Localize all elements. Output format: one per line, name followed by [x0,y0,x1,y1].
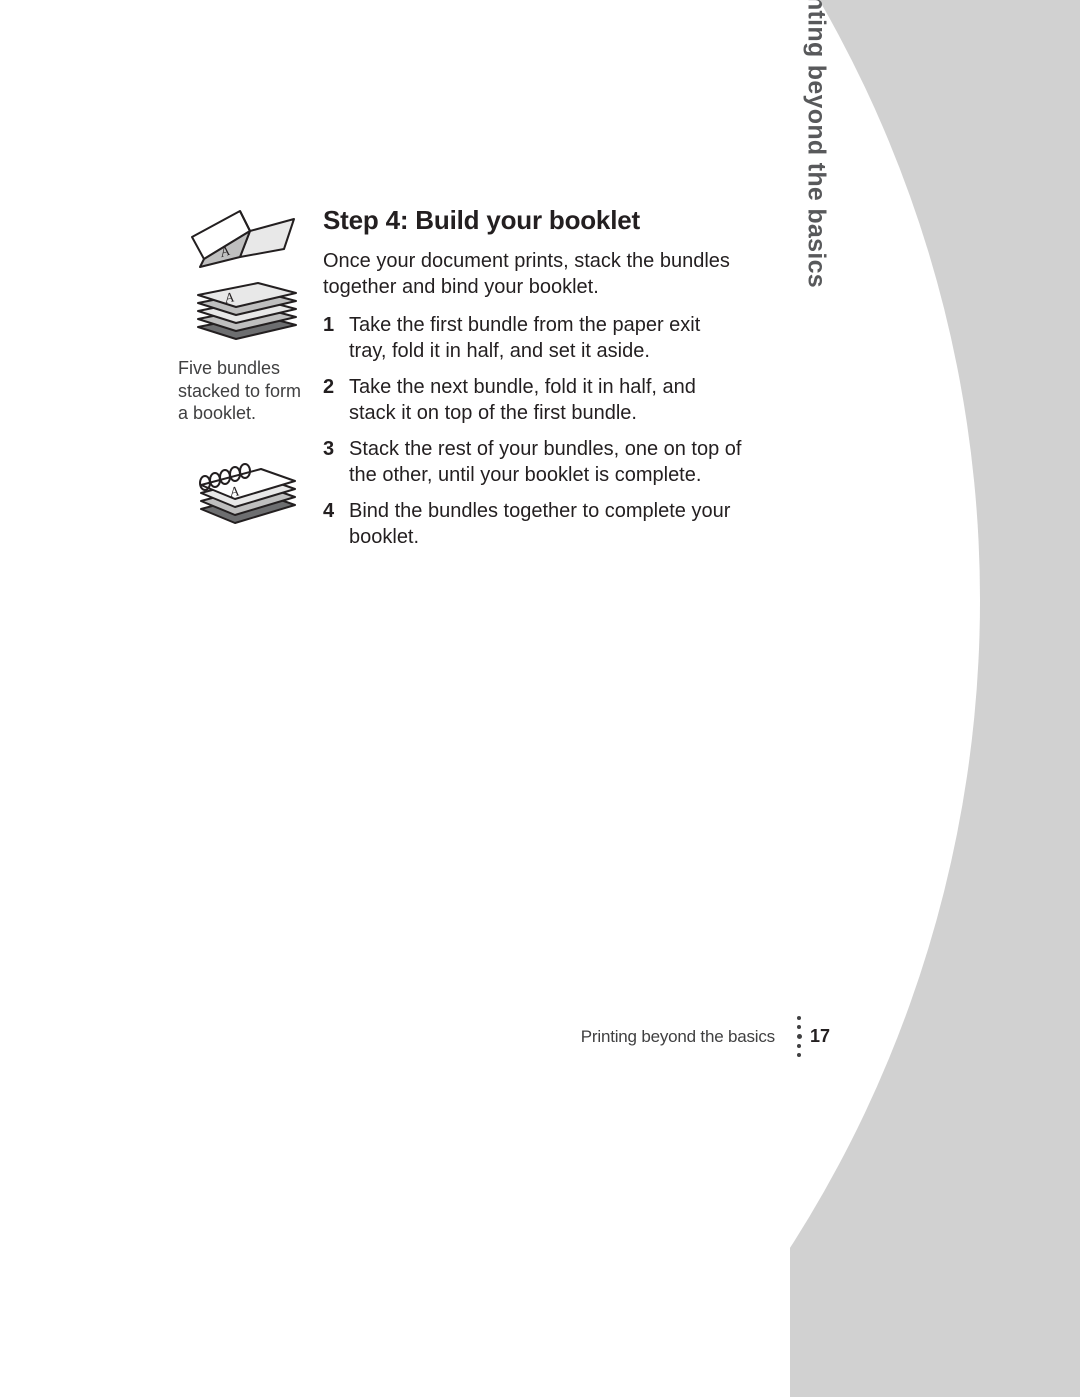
step-item: Take the first bundle from the paper exi… [323,312,743,364]
step-heading: Step 4: Build your booklet [323,205,743,236]
body-text: Step 4: Build your booklet Once your doc… [323,205,743,560]
page-number: 17 [810,1026,830,1047]
section-tab-title: Printing beyond the basics [801,0,830,288]
step-item: Bind the bundles together to complete yo… [323,498,743,550]
footer-page-marker: 17 [797,1016,830,1057]
figures-column: A A Five bundles stacked to form a bookl… [178,205,308,533]
intro-paragraph: Once your document prints, stack the bun… [323,248,743,300]
step-item: Take the next bundle, fold it in half, a… [323,374,743,426]
bound-booklet-icon: A [183,453,303,533]
figure-caption: Five bundles stacked to form a booklet. [178,357,308,425]
stacked-bundles-icon: A A [178,205,308,345]
step-item: Stack the rest of your bundles, one on t… [323,436,743,488]
dots-icon [797,1016,802,1057]
step-list: Take the first bundle from the paper exi… [323,312,743,550]
page-footer: Printing beyond the basics 17 [581,1016,830,1057]
figure-stacked-bundles: A A [178,205,308,345]
manual-page: Printing beyond the basics A [0,0,1080,1397]
figure-bound-booklet: A [178,453,308,533]
footer-section-title: Printing beyond the basics [581,1027,775,1047]
